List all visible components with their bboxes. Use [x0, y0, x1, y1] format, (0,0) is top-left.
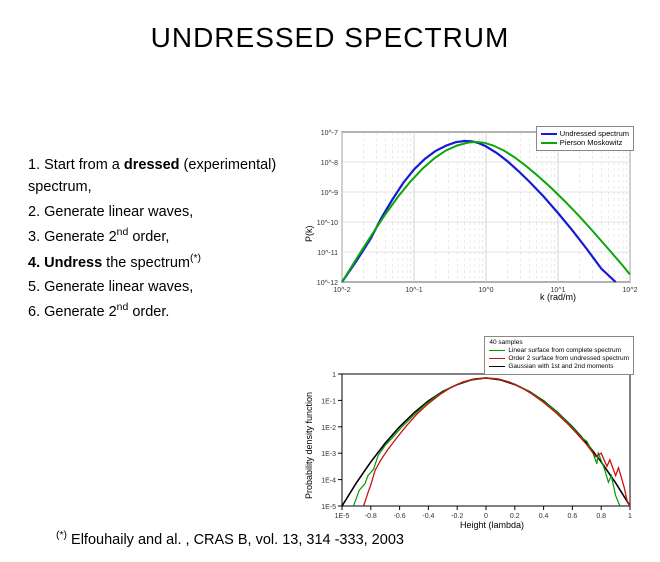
step-4-sup: (*) — [190, 253, 201, 264]
step-1-pre: 1. Start from a — [28, 157, 124, 173]
step-4: 4. Undress the spectrum(*) — [28, 251, 288, 274]
svg-text:-0.2: -0.2 — [451, 513, 463, 520]
pdf-legend-item-1: Order 2 surface from undressed spectrum — [489, 355, 629, 363]
pdf-legend-label-2: Gaussian with 1st and 2nd moments — [508, 363, 613, 370]
svg-text:10^-10: 10^-10 — [317, 220, 338, 227]
svg-text:10^0: 10^0 — [479, 287, 494, 294]
pdf-chart: 1E-5 -0.8 -0.6 -0.4 -0.2 0 0.2 0.4 0.6 0.8 1 1E-5 1E… — [300, 334, 640, 534]
svg-text:1: 1 — [332, 372, 336, 379]
legend-label-1: Pierson Moskowitz — [560, 138, 623, 147]
step-2: 2. Generate linear waves, — [28, 201, 288, 223]
svg-text:1: 1 — [628, 513, 632, 520]
spectrum-ylabel: P(k) — [304, 226, 314, 243]
svg-text:1E-1: 1E-1 — [321, 398, 336, 405]
svg-text:-0.6: -0.6 — [394, 513, 406, 520]
spectrum-legend: Undressed spectrum Pierson Moskowitz — [536, 126, 634, 151]
pdf-legend: 40 samples Linear surface from complete … — [484, 336, 634, 375]
legend-item-undressed: Undressed spectrum — [541, 129, 629, 138]
step-3: 3. Generate 2nd order, — [28, 225, 288, 248]
svg-text:0.8: 0.8 — [596, 513, 606, 520]
pdf-legend-label-0: Linear surface from complete spectrum — [508, 347, 621, 354]
footnote-text: Elfouhaily and al. , CRAS B, vol. 13, 31… — [67, 532, 404, 548]
svg-text:0.4: 0.4 — [539, 513, 549, 520]
svg-text:10^-12: 10^-12 — [317, 280, 338, 287]
svg-text:0.2: 0.2 — [510, 513, 520, 520]
svg-text:1E-2: 1E-2 — [321, 425, 336, 432]
content-area: 1. Start from a dressed (experimental) s… — [0, 54, 660, 494]
svg-text:1E-3: 1E-3 — [321, 451, 336, 458]
legend-label-0: Undressed spectrum — [560, 129, 629, 138]
svg-text:10^-2: 10^-2 — [333, 287, 350, 294]
pdf-legend-item-2: Gaussian with 1st and 2nd moments — [489, 363, 629, 371]
step-6-pre: 6. Generate 2 — [28, 304, 117, 320]
pdf-xlabel: Height (lambda) — [460, 520, 524, 530]
svg-text:-0.8: -0.8 — [365, 513, 377, 520]
step-5: 5. Generate linear waves, — [28, 276, 288, 298]
svg-text:1E-5: 1E-5 — [321, 504, 336, 511]
step-3-pre: 3. Generate 2 — [28, 229, 117, 245]
svg-text:0.6: 0.6 — [568, 513, 578, 520]
step-4-bold: 4. Undress — [28, 255, 102, 271]
pdf-ylabel: Probability density function — [304, 392, 314, 499]
procedure-steps: 1. Start from a dressed (experimental) s… — [28, 154, 288, 326]
spectrum-xlabel: k (rad/m) — [540, 292, 576, 302]
svg-text:1E-5: 1E-5 — [335, 513, 350, 520]
svg-text:10^-9: 10^-9 — [321, 190, 338, 197]
svg-text:10^-8: 10^-8 — [321, 160, 338, 167]
page-title: UNDRESSED SPECTRUM — [0, 22, 660, 54]
spectrum-chart: 10^-210^-110^010^110^210^-1210^-1110^-10… — [300, 122, 640, 312]
svg-text:10^-7: 10^-7 — [321, 130, 338, 137]
step-1: 1. Start from a dressed (experimental) s… — [28, 154, 288, 199]
step-6-post: order. — [128, 304, 169, 320]
svg-text:10^-1: 10^-1 — [405, 287, 422, 294]
step-1-bold: dressed — [124, 157, 180, 173]
step-4-post: the spectrum — [102, 255, 190, 271]
pdf-legend-title: 40 samples — [489, 339, 629, 347]
svg-text:-0.4: -0.4 — [422, 513, 434, 520]
legend-item-pm: Pierson Moskowitz — [541, 138, 629, 147]
pdf-legend-label-1: Order 2 surface from undressed spectrum — [508, 355, 629, 362]
step-6: 6. Generate 2nd order. — [28, 300, 288, 323]
step-3-post: order, — [128, 229, 169, 245]
svg-text:0: 0 — [484, 513, 488, 520]
pdf-legend-item-0: Linear surface from complete spectrum — [489, 347, 629, 355]
footnote: (*) Elfouhaily and al. , CRAS B, vol. 13… — [56, 530, 404, 548]
step-6-sup: nd — [117, 302, 129, 313]
svg-text:10^2: 10^2 — [623, 287, 638, 294]
svg-text:1E-4: 1E-4 — [321, 478, 336, 485]
svg-text:10^-11: 10^-11 — [317, 250, 338, 257]
step-3-sup: nd — [117, 227, 129, 238]
